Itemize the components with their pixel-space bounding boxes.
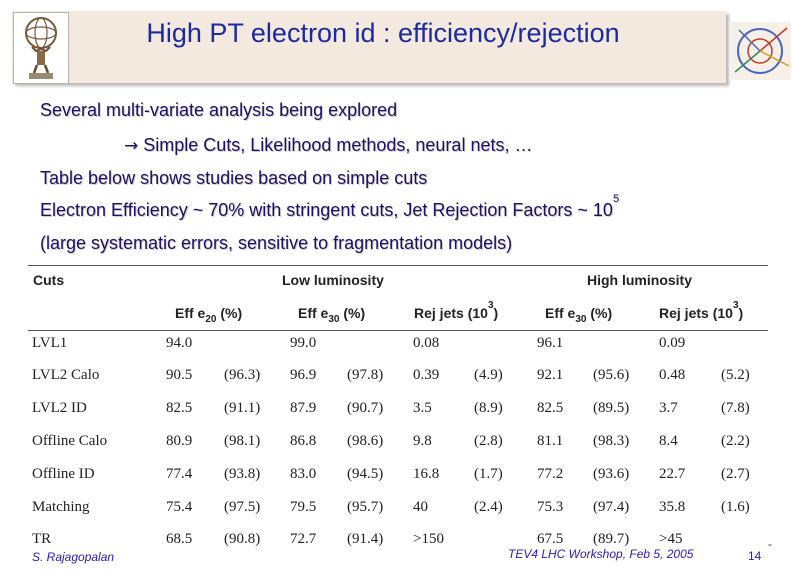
- bullet-line-2: → Simple Cuts, Likelihood methods, neura…: [124, 135, 532, 156]
- table-cell: (91.1): [224, 400, 261, 416]
- table-row-label: LVL2 Calo: [32, 367, 100, 383]
- table-cell: (2.4): [474, 499, 503, 515]
- table-cell: 16.8: [413, 466, 440, 482]
- table-cell: >150: [413, 531, 444, 547]
- table-cell: 0.08: [413, 335, 440, 351]
- title-bar: [12, 11, 726, 83]
- table-cell: 80.9: [166, 433, 193, 449]
- table-cell: 81.1: [537, 433, 564, 449]
- table-cell: 82.5: [537, 400, 564, 416]
- header-rej-jets-low: Rej jets (103): [414, 300, 499, 322]
- table-cell: 3.7: [659, 400, 678, 416]
- table-cell: 75.4: [166, 499, 193, 515]
- table-cell: 35.8: [659, 499, 686, 515]
- table-cell: >45: [659, 531, 683, 547]
- table-cell: 8.4: [659, 433, 678, 449]
- table-cell: (95.6): [593, 367, 630, 383]
- table-cell: (98.1): [224, 433, 261, 449]
- table-cell: 40: [413, 499, 428, 515]
- header-cuts: Cuts: [33, 272, 65, 288]
- table-cell: 87.9: [290, 400, 317, 416]
- table-cell: (89.7): [593, 531, 630, 547]
- table-cell: 0.39: [413, 367, 440, 383]
- table-cell: 0.09: [659, 335, 686, 351]
- table-cell: 96.9: [290, 367, 317, 383]
- table-cell: 9.8: [413, 433, 432, 449]
- slide-title: High PT electron id : efficiency/rejecti…: [146, 18, 620, 48]
- table-cell: (96.3): [224, 367, 261, 383]
- bullet-line-4: Electron Efficiency ~ 70% with stringent…: [40, 194, 619, 221]
- table-row-label: TR: [32, 531, 52, 547]
- table-cell: 22.7: [659, 466, 686, 482]
- table-cell: 77.2: [537, 466, 564, 482]
- bullet-line-5: (large systematic errors, sensitive to f…: [40, 233, 513, 253]
- table-cell: 96.1: [537, 335, 564, 351]
- table-cell: (5.2): [721, 367, 750, 383]
- table-cell: (97.5): [224, 499, 261, 515]
- table-cell: (97.4): [593, 499, 630, 515]
- table-cell: 3.5: [413, 400, 432, 416]
- table-cell: (95.7): [347, 499, 384, 515]
- table-cell: (90.8): [224, 531, 261, 547]
- table-cell: 0.48: [659, 367, 686, 383]
- header-eff-e30-low: Eff e30 (%): [298, 305, 366, 325]
- table-cell: (1.7): [474, 466, 503, 482]
- table-cell: 99.0: [290, 335, 317, 351]
- bullet-line-2-text: Simple Cuts, Likelihood methods, neural …: [143, 135, 533, 155]
- table-cell: (4.9): [474, 367, 503, 383]
- atlas-figure-logo: [13, 12, 69, 84]
- table-cell: 67.5: [537, 531, 564, 547]
- header-eff-e30-high: Eff e30 (%): [545, 305, 613, 325]
- table-cell: 75.3: [537, 499, 564, 515]
- table-cell: 94.0: [166, 335, 193, 351]
- table-cell: (7.8): [721, 400, 750, 416]
- table-row-label: LVL1: [32, 335, 68, 351]
- collision-event-logo: [729, 22, 791, 80]
- table-cell: (93.6): [593, 466, 630, 482]
- header-rej-jets-high: Rej jets (103): [659, 300, 744, 322]
- table-cell: (89.5): [593, 400, 630, 416]
- page-number: 14: [748, 549, 762, 563]
- table-cell: (8.9): [474, 400, 503, 416]
- table-row-label: Offline Calo: [32, 433, 108, 449]
- table-row-label: Matching: [32, 499, 90, 515]
- table-cell: (97.8): [347, 367, 384, 383]
- table-cell: 83.0: [290, 466, 317, 482]
- footer-event: TEV4 LHC Workshop, Feb 5, 2005: [508, 547, 694, 561]
- footer-dash: -: [768, 537, 772, 551]
- table-cell: (1.6): [721, 499, 750, 515]
- table-cell: (2.7): [721, 466, 750, 482]
- table-cell: (94.5): [347, 466, 384, 482]
- table-cell: 79.5: [290, 499, 317, 515]
- table-cell: 90.5: [166, 367, 193, 383]
- table-cell: (93.8): [224, 466, 261, 482]
- table-cell: 86.8: [290, 433, 317, 449]
- bullet-line-4-exponent: 5: [612, 193, 620, 205]
- table-row-label: LVL2 ID: [32, 400, 87, 416]
- bullet-line-3: Table below shows studies based on simpl…: [40, 168, 428, 188]
- table-cell: (90.7): [347, 400, 384, 416]
- header-eff-e20: Eff e20 (%): [175, 305, 243, 325]
- table-cell: (98.6): [347, 433, 384, 449]
- table-cell: 68.5: [166, 531, 193, 547]
- table-cell: (98.3): [593, 433, 630, 449]
- table-cell: (2.2): [721, 433, 750, 449]
- footer-author: S. Rajagopalan: [32, 550, 115, 564]
- bullet-line-1: Several multi-variate analysis being exp…: [40, 100, 398, 120]
- table-cell: 72.7: [290, 531, 317, 547]
- table-cell: (91.4): [347, 531, 384, 547]
- table-cell: 77.4: [166, 466, 193, 482]
- header-high-luminosity: High luminosity: [587, 272, 692, 288]
- header-low-luminosity: Low luminosity: [282, 272, 384, 288]
- table-cell: 82.5: [166, 400, 193, 416]
- table-cell: 92.1: [537, 367, 564, 383]
- table-row-label: Offline ID: [32, 466, 95, 482]
- arrow-right-icon: →: [124, 136, 139, 156]
- table-header-rule: [28, 330, 768, 331]
- table-cell: (2.8): [474, 433, 503, 449]
- bullet-line-4-text: Electron Efficiency ~ 70% with stringent…: [40, 200, 613, 220]
- table-top-rule: [28, 265, 768, 266]
